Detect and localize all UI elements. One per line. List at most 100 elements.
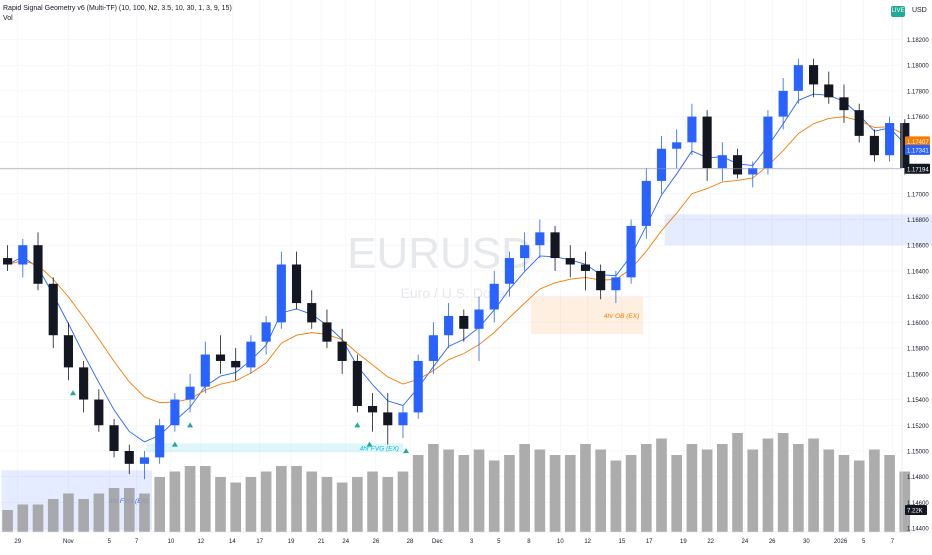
x-tick-label: 30 — [803, 539, 810, 545]
x-tick-label: 14 — [229, 539, 236, 545]
candle-body — [276, 264, 286, 323]
zone-label: 4hr OB (EX) — [604, 313, 639, 320]
candle-body — [809, 65, 819, 85]
price-label-box — [905, 163, 930, 174]
time-axis[interactable]: 29 Nov 5 7 10 12 14 17 19 21 24 26 28 Dec 3 5 8 10 12 15 17 1… — [14, 539, 894, 545]
live-badge: LIVE — [891, 6, 905, 17]
volume-bar — [473, 449, 485, 532]
x-tick-label: 24 — [741, 539, 748, 545]
candle-body — [322, 322, 332, 342]
candle-body — [839, 97, 849, 111]
volume-bar — [412, 455, 424, 532]
candle-body — [307, 303, 317, 323]
volume-bar — [899, 471, 911, 532]
x-tick-label: 26 — [372, 539, 379, 545]
volume-bar — [884, 455, 895, 532]
candle-body — [824, 84, 834, 98]
watermark: EURUSD Euro / U.S. Dollar — [347, 229, 533, 301]
candle-body — [611, 277, 621, 291]
x-tick-label: 28 — [407, 539, 414, 545]
x-tick-label: 7 — [891, 539, 895, 545]
volume-bar — [610, 460, 622, 532]
volume-bars — [2, 433, 911, 532]
volume-bar — [199, 466, 211, 532]
volume-bar — [504, 455, 515, 532]
volume-bar — [580, 444, 591, 532]
candle-body — [444, 315, 454, 336]
candle-body — [352, 360, 362, 406]
candle-body — [656, 148, 667, 181]
x-tick-label: 2026 — [834, 539, 848, 545]
volume-bar — [245, 477, 257, 532]
candle-body — [459, 315, 469, 329]
candle-body — [535, 232, 545, 246]
indicator-legend[interactable]: Rapid Signal Geometry v6 (Multi-TF) (10,… — [3, 5, 232, 12]
volume-bar — [47, 499, 59, 532]
volume-bar — [17, 504, 29, 532]
x-tick-label: 7 — [135, 539, 139, 545]
x-tick-label: 19 — [288, 539, 295, 545]
x-tick-label: 12 — [584, 539, 591, 545]
volume-bar — [869, 449, 880, 532]
candle-body — [550, 232, 560, 259]
zone-box — [146, 443, 403, 453]
volume-bar — [108, 488, 120, 532]
buy-signal-triangle — [366, 441, 373, 447]
zone-box — [664, 214, 932, 246]
watermark-symbol: EURUSD — [347, 229, 533, 278]
currency-selector[interactable]: USD — [912, 7, 927, 14]
candle-body — [231, 360, 241, 368]
volume-bar — [260, 471, 272, 532]
volume-bar — [443, 449, 454, 532]
volume-bar — [154, 477, 165, 532]
volume-bar — [123, 488, 135, 532]
candle-body — [885, 123, 895, 156]
legend: Rapid Signal Geometry v6 (Multi-TF) (10,… — [3, 4, 232, 24]
volume-bar — [732, 433, 743, 532]
candle-body — [170, 399, 180, 426]
y-tick-label: 1.14800 — [907, 475, 929, 481]
candle-body — [520, 245, 530, 259]
volume-bar — [808, 438, 819, 532]
buy-signal-triangle — [187, 422, 194, 428]
candle-body — [489, 283, 499, 310]
candle-body — [3, 258, 13, 265]
candle-body — [854, 110, 864, 136]
volume-bar — [2, 510, 13, 532]
volume-bar — [367, 471, 378, 532]
volume-bar — [321, 477, 333, 532]
volume-bar — [747, 449, 759, 532]
x-tick-label: 5 — [497, 539, 501, 545]
volume-bar — [838, 455, 850, 532]
price-label-box — [905, 136, 930, 147]
candle-body — [413, 360, 423, 413]
candle-body — [200, 354, 210, 387]
x-tick-label: 17 — [646, 539, 653, 545]
x-tick-label: 22 — [707, 539, 714, 545]
volume-bar — [352, 477, 363, 532]
candles — [3, 58, 910, 480]
volume-bar — [215, 477, 226, 532]
x-tick-label: 17 — [256, 539, 263, 545]
y-tick-label: 1.16000 — [907, 321, 929, 327]
x-tick-label: 21 — [318, 539, 325, 545]
candle-body — [155, 425, 165, 458]
x-tick-label: 10 — [557, 539, 564, 545]
price-axis[interactable]: 1.182001.180001.178001.176001.174001.172… — [907, 38, 929, 533]
y-tick-label: 1.16200 — [907, 295, 929, 301]
candle-body — [246, 341, 256, 368]
price-label-box — [905, 144, 930, 155]
y-tick-label: 1.15000 — [907, 449, 929, 455]
price-label-text: 1.17341 — [907, 148, 929, 154]
x-tick-label: 26 — [769, 539, 776, 545]
volume-bar — [428, 444, 439, 532]
volume-legend[interactable]: Vol — [3, 15, 13, 22]
volume-bar — [625, 455, 637, 532]
candle-body — [565, 258, 575, 265]
y-tick-label: 1.16800 — [907, 218, 929, 224]
candle-body — [185, 386, 195, 400]
volume-bar — [793, 444, 804, 532]
volume-bar — [169, 471, 181, 532]
volume-bar — [32, 504, 44, 532]
